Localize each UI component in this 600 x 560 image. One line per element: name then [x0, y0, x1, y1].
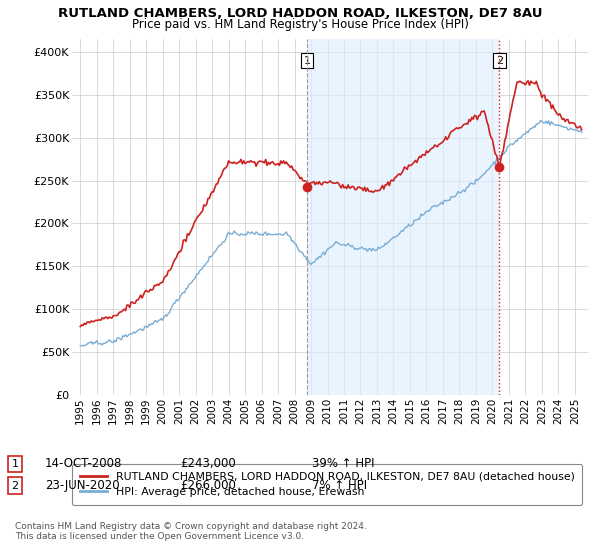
Text: 1: 1 — [304, 55, 310, 66]
Text: 39% ↑ HPI: 39% ↑ HPI — [312, 457, 374, 470]
Text: 2: 2 — [11, 480, 19, 491]
Text: 14-OCT-2008: 14-OCT-2008 — [45, 457, 122, 470]
Legend: RUTLAND CHAMBERS, LORD HADDON ROAD, ILKESTON, DE7 8AU (detached house), HPI: Ave: RUTLAND CHAMBERS, LORD HADDON ROAD, ILKE… — [72, 464, 582, 505]
Text: 23-JUN-2020: 23-JUN-2020 — [45, 479, 119, 492]
Text: £266,000: £266,000 — [180, 479, 236, 492]
Text: RUTLAND CHAMBERS, LORD HADDON ROAD, ILKESTON, DE7 8AU: RUTLAND CHAMBERS, LORD HADDON ROAD, ILKE… — [58, 7, 542, 20]
Text: Contains HM Land Registry data © Crown copyright and database right 2024.
This d: Contains HM Land Registry data © Crown c… — [15, 522, 367, 542]
Text: 2: 2 — [496, 55, 503, 66]
Text: 1: 1 — [11, 459, 19, 469]
Text: Price paid vs. HM Land Registry's House Price Index (HPI): Price paid vs. HM Land Registry's House … — [131, 18, 469, 31]
Text: £243,000: £243,000 — [180, 457, 236, 470]
Bar — [307, 39, 499, 395]
Text: 7% ↑ HPI: 7% ↑ HPI — [312, 479, 367, 492]
